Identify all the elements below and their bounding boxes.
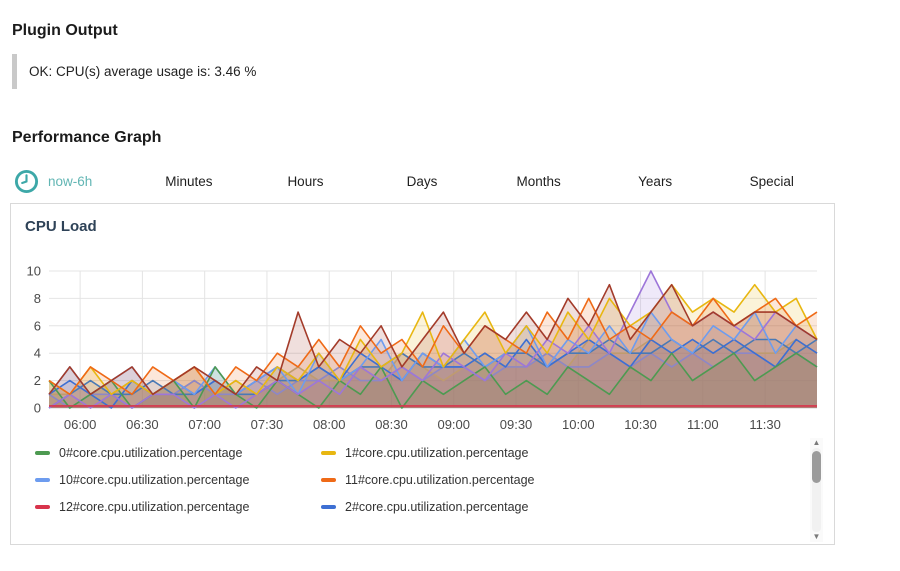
scrollbar-thumb[interactable] bbox=[812, 451, 821, 483]
svg-text:10:30: 10:30 bbox=[624, 417, 657, 432]
time-range-tabbar: now-6h Minutes Hours Days Months Years S… bbox=[10, 164, 830, 198]
svg-text:06:00: 06:00 bbox=[64, 417, 97, 432]
legend-scrollbar[interactable]: ▲ ▼ bbox=[810, 438, 823, 542]
performance-graph-panel: CPU Load 0 2 4 6 8 10 06:00 06:30 07:00 07:30 08:0… bbox=[10, 203, 835, 545]
svg-text:6: 6 bbox=[34, 318, 41, 333]
svg-text:07:30: 07:30 bbox=[251, 417, 284, 432]
legend-swatch-core11 bbox=[321, 478, 336, 482]
plugin-output-box: OK: CPU(s) average usage is: 3.46 % bbox=[12, 54, 461, 89]
legend-item-core11[interactable]: 11#core.cpu.utilization.percentage bbox=[321, 473, 795, 487]
svg-text:08:00: 08:00 bbox=[313, 417, 346, 432]
legend-swatch-core10 bbox=[35, 478, 50, 482]
tab-now-6h-label: now-6h bbox=[48, 173, 93, 189]
svg-text:08:30: 08:30 bbox=[375, 417, 408, 432]
svg-text:06:30: 06:30 bbox=[126, 417, 159, 432]
chart-legend: 0#core.cpu.utilization.percentage 1#core… bbox=[35, 446, 795, 514]
legend-swatch-core12 bbox=[35, 505, 50, 509]
legend-swatch-core0 bbox=[35, 451, 50, 455]
scrollbar-track[interactable] bbox=[812, 448, 821, 532]
tab-special[interactable]: Special bbox=[749, 173, 794, 189]
svg-text:11:30: 11:30 bbox=[749, 417, 781, 432]
legend-item-core2[interactable]: 2#core.cpu.utilization.percentage bbox=[321, 500, 795, 514]
legend-label-core0: 0#core.cpu.utilization.percentage bbox=[59, 446, 243, 460]
legend-item-core0[interactable]: 0#core.cpu.utilization.percentage bbox=[35, 446, 313, 460]
legend-label-core1: 1#core.cpu.utilization.percentage bbox=[345, 446, 529, 460]
svg-text:4: 4 bbox=[34, 346, 41, 361]
tab-now-6h[interactable]: now-6h bbox=[10, 169, 131, 194]
svg-text:07:00: 07:00 bbox=[188, 417, 221, 432]
svg-text:09:30: 09:30 bbox=[500, 417, 533, 432]
tab-days[interactable]: Days bbox=[406, 173, 438, 189]
legend-item-core1[interactable]: 1#core.cpu.utilization.percentage bbox=[321, 446, 795, 460]
svg-text:0: 0 bbox=[34, 401, 41, 416]
svg-text:10:00: 10:00 bbox=[562, 417, 595, 432]
scroll-down-icon[interactable]: ▼ bbox=[812, 532, 821, 541]
chart-title: CPU Load bbox=[25, 218, 97, 235]
legend-item-core12[interactable]: 12#core.cpu.utilization.percentage bbox=[35, 500, 313, 514]
legend-label-core10: 10#core.cpu.utilization.percentage bbox=[59, 473, 250, 487]
performance-graph-heading: Performance Graph bbox=[12, 129, 162, 146]
tab-minutes[interactable]: Minutes bbox=[165, 173, 213, 189]
svg-text:2: 2 bbox=[34, 373, 41, 388]
plugin-output-heading: Plugin Output bbox=[12, 22, 118, 39]
legend-label-core12: 12#core.cpu.utilization.percentage bbox=[59, 500, 250, 514]
svg-text:11:00: 11:00 bbox=[687, 417, 719, 432]
svg-text:10: 10 bbox=[27, 264, 41, 279]
tab-months[interactable]: Months bbox=[516, 173, 561, 189]
scroll-up-icon[interactable]: ▲ bbox=[812, 438, 821, 447]
tab-years[interactable]: Years bbox=[638, 173, 673, 189]
legend-label-core2: 2#core.cpu.utilization.percentage bbox=[345, 500, 529, 514]
legend-item-core10[interactable]: 10#core.cpu.utilization.percentage bbox=[35, 473, 313, 487]
cpu-load-chart[interactable]: 0 2 4 6 8 10 06:00 06:30 07:00 07:30 08:00 08:30 09:… bbox=[19, 241, 831, 437]
svg-text:09:00: 09:00 bbox=[437, 417, 470, 432]
legend-swatch-core2 bbox=[321, 505, 336, 509]
clock-icon bbox=[14, 169, 39, 193]
legend-label-core11: 11#core.cpu.utilization.percentage bbox=[345, 473, 535, 487]
tab-hours[interactable]: Hours bbox=[287, 173, 324, 189]
legend-swatch-core1 bbox=[321, 451, 336, 455]
svg-text:8: 8 bbox=[34, 291, 41, 306]
plugin-output-message: OK: CPU(s) average usage is: 3.46 % bbox=[29, 64, 257, 79]
